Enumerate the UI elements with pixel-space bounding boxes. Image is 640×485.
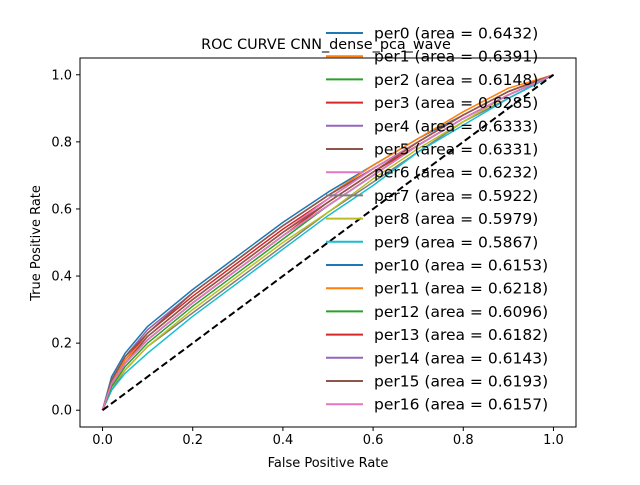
legend-label-per4: per4 (area = 0.6333) xyxy=(374,117,538,135)
x-axis-label: False Positive Rate xyxy=(268,456,389,471)
x-tick-label: 1.0 xyxy=(543,433,564,448)
legend-label-per7: per7 (area = 0.5922) xyxy=(374,187,538,205)
roc-curve-per16 xyxy=(101,74,554,411)
y-axis-label: True Positive Rate xyxy=(29,185,44,302)
roc-curve-per9 xyxy=(101,74,554,411)
x-tick-label: 0.2 xyxy=(182,433,203,448)
y-tick-label: 1.0 xyxy=(51,68,72,83)
x-tick-label: 0.8 xyxy=(453,433,474,448)
legend-label-per1: per1 (area = 0.6391) xyxy=(374,48,538,66)
axes: 0.0 0.2 0.4 0.6 0.8 1.0 0.0 0.2 0.4 0.6 0.8 1.0 xyxy=(51,57,577,448)
legend-label-per11: per11 (area = 0.6218) xyxy=(374,280,548,298)
legend-label-per9: per9 (area = 0.5867) xyxy=(374,233,538,251)
legend-label-per16: per16 (area = 0.6157) xyxy=(374,396,548,414)
x-tick-label: 0.4 xyxy=(273,433,294,448)
roc-curve-per8 xyxy=(101,74,554,411)
legend-label-per0: per0 (area = 0.6432) xyxy=(374,25,538,43)
y-tick-label: 0.0 xyxy=(51,404,72,419)
y-tick-label: 0.8 xyxy=(51,135,72,150)
x-tick-label: 0.0 xyxy=(92,433,113,448)
y-tick-label: 0.4 xyxy=(51,270,72,285)
axes-frame xyxy=(79,57,577,428)
legend-label-per10: per10 (area = 0.6153) xyxy=(374,257,548,275)
legend-label-per5: per5 (area = 0.6331) xyxy=(374,141,538,159)
legend-label-per8: per8 (area = 0.5979) xyxy=(374,210,538,228)
legend-label-per14: per14 (area = 0.6143) xyxy=(374,349,548,367)
legend-label-per6: per6 (area = 0.6232) xyxy=(374,164,538,182)
chance-reference-line xyxy=(101,73,555,412)
y-tick-label: 0.6 xyxy=(51,202,72,217)
legend-label-per2: per2 (area = 0.6148) xyxy=(374,71,538,89)
legend-label-per3: per3 (area = 0.6285) xyxy=(374,94,538,112)
y-tick-label: 0.2 xyxy=(51,337,72,352)
x-tick-label: 0.6 xyxy=(363,433,384,448)
legend-label-per13: per13 (area = 0.6182) xyxy=(374,326,548,344)
chart-title: ROC CURVE CNN_dense_pca_wave xyxy=(201,37,451,53)
legend: per0 (area = 0.6432) per1 (area = 0.6391)… xyxy=(326,25,548,414)
legend-label-per12: per12 (area = 0.6096) xyxy=(374,303,548,321)
plot-area xyxy=(101,73,555,412)
legend-label-per15: per15 (area = 0.6193) xyxy=(374,373,548,391)
